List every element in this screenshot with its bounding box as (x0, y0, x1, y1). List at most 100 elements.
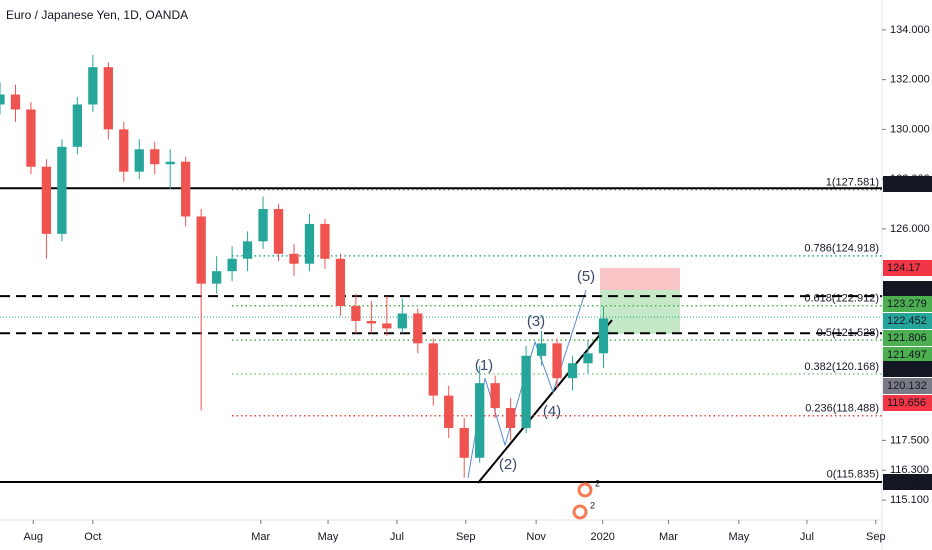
x-tick-label: Mar (659, 531, 678, 543)
price-label-box (883, 347, 932, 363)
price-label-box (883, 313, 932, 329)
price-label-box (883, 260, 932, 276)
candle-body (335, 258, 346, 307)
price-label: 115.827 (887, 476, 926, 488)
event-count: 2 (590, 500, 595, 510)
candle-body (181, 161, 191, 217)
y-tick-label: 130.000 (890, 123, 930, 135)
candle-body (552, 343, 562, 379)
y-tick-label: 134.000 (890, 24, 930, 36)
chart-title: Euro / Japanese Yen, 1D, OANDA (6, 8, 188, 22)
x-tick-label: Sep (866, 531, 886, 543)
y-tick-label: 115.100 (890, 494, 929, 506)
wave-label: (1) (475, 357, 493, 374)
x-tick-label: 2020 (590, 531, 614, 543)
wave-label: (5) (577, 268, 595, 285)
candle-body (428, 343, 438, 396)
candle-body (320, 223, 330, 259)
price-label: 122.452 (887, 315, 927, 327)
candle-body (242, 241, 253, 259)
candle-body (10, 94, 21, 110)
wave-label: (4) (543, 403, 561, 420)
fib-label: 0(115.835) (827, 469, 879, 481)
candle-body (273, 208, 284, 254)
event-count: 2 (595, 478, 600, 488)
candle-body (505, 408, 516, 428)
price-label-box (883, 474, 932, 490)
x-tick-label: Mar (251, 531, 270, 543)
price-label-box (883, 395, 932, 411)
candle-body (211, 271, 222, 284)
stop-zone (600, 268, 680, 290)
fib-label: 0.382(120.168) (804, 361, 879, 373)
candle-body (444, 395, 454, 428)
candle-body (583, 353, 593, 364)
candle-body (351, 306, 361, 321)
candle-body (88, 67, 98, 105)
price-label-box (883, 176, 932, 192)
candle-body (536, 343, 547, 356)
candle-body (165, 161, 175, 165)
y-tick-label: 117.500 (890, 434, 929, 446)
candle-body (258, 208, 268, 242)
candle-body (103, 67, 113, 130)
wave-label: (3) (527, 313, 545, 330)
price-label-box (883, 330, 932, 346)
candle-body (72, 104, 83, 147)
price-label: 124.17 (887, 262, 921, 274)
candle-body (366, 320, 377, 324)
x-tick-label: Jul (800, 531, 814, 543)
candle-body (598, 318, 609, 354)
candle-body (26, 109, 36, 167)
candle-body (413, 313, 423, 344)
trend-line (477, 319, 613, 484)
y-tick-label: 126.000 (890, 223, 930, 235)
candle-body (0, 94, 5, 105)
candle-body (459, 427, 469, 458)
price-label: 123.279 (887, 298, 927, 310)
price-label: 121.497 (887, 349, 927, 361)
candle-body (567, 363, 578, 379)
fib-label: 0.5(121.528) (817, 327, 879, 339)
price-label-box (883, 281, 932, 297)
price-label-box (883, 378, 932, 394)
candle-body (57, 146, 67, 234)
price-label-box (883, 361, 932, 377)
price-label-box (883, 296, 932, 312)
wave-label: (2) (499, 456, 517, 473)
x-tick-label: May (318, 531, 339, 543)
candle-body (150, 149, 160, 165)
candle-body (196, 216, 206, 284)
candle-body (397, 313, 407, 329)
event-icon (577, 482, 593, 498)
y-tick-label: 132.000 (890, 74, 930, 86)
y-tick-label: 116.300 (890, 464, 929, 476)
fib-label: 0.236(118.488) (805, 403, 879, 415)
x-tick-label: Sep (456, 531, 476, 543)
price-label: 119.656 (887, 397, 926, 409)
x-tick-label: Jul (390, 531, 404, 543)
price-label: 120.132 (887, 380, 927, 392)
candle-body (304, 223, 315, 264)
candle-body (382, 323, 392, 329)
candle-body (521, 355, 531, 428)
target-zone (600, 290, 680, 334)
x-tick-label: May (728, 531, 749, 543)
fib-label: 0.786(124.918) (804, 243, 879, 255)
candle-body (227, 258, 237, 272)
price-label: 121.146 (887, 363, 927, 375)
x-tick-label: Aug (23, 531, 43, 543)
fib-label: 0.618(122.912) (804, 293, 879, 305)
candle-body (41, 166, 52, 234)
candle-body (475, 383, 485, 458)
candle-body (134, 149, 144, 172)
x-tick-label: Nov (526, 531, 546, 543)
price-label: 123.297 (887, 283, 927, 295)
event-icon (572, 504, 588, 520)
candle-body (289, 253, 299, 264)
candle-body (490, 383, 500, 409)
price-label: 127.633 (887, 178, 927, 190)
candle-body (119, 129, 129, 172)
